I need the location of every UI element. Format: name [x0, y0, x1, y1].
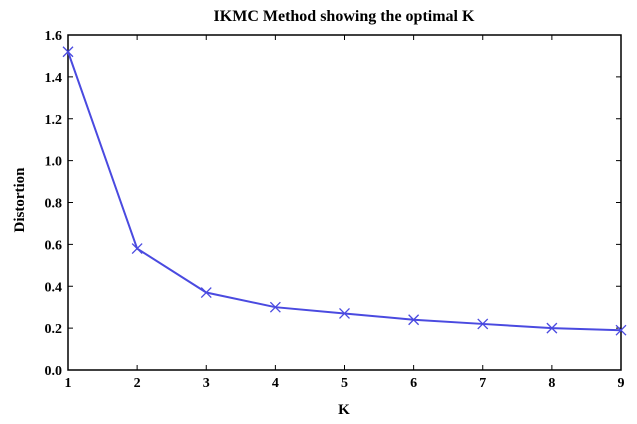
x-tick-label: 9 [618, 376, 625, 391]
x-axis-label: K [338, 402, 350, 418]
x-tick-label: 8 [548, 376, 555, 391]
data-point-x-marker [408, 314, 420, 326]
y-tick-label: 1.4 [45, 71, 63, 86]
x-tick-label: 2 [134, 376, 141, 391]
x-ticks: 1 2 3 4 5 6 7 8 9 [65, 35, 625, 391]
chart-title: IKMC Method showing the optimal K [214, 8, 475, 25]
y-tick-label: 0.4 [45, 280, 63, 295]
x-tick-label: 6 [410, 376, 417, 391]
data-point-x-marker [269, 301, 281, 313]
x-tick-label: 3 [203, 376, 210, 391]
plot-frame [67, 34, 622, 371]
data-point-x-marker [131, 243, 143, 255]
y-tick-label: 0.0 [45, 364, 63, 379]
series-layer [62, 46, 627, 336]
data-point-x-marker [477, 318, 489, 330]
y-ticks: 0.0 0.2 0.4 0.6 0.8 1.0 1.2 1.4 1.6 [45, 29, 621, 379]
y-tick-label: 0.2 [45, 322, 63, 337]
data-point-x-marker [62, 46, 74, 58]
x-tick-label: 5 [341, 376, 348, 391]
y-tick-label: 0.8 [45, 197, 63, 212]
x-tick-label: 1 [65, 376, 72, 391]
y-tick-label: 0.6 [45, 238, 63, 253]
data-point-x-marker [339, 308, 350, 319]
y-tick-label: 1.2 [45, 113, 63, 128]
y-tick-label: 1.6 [45, 29, 63, 44]
x-tick-label: 4 [272, 376, 279, 391]
y-tick-label: 1.0 [45, 155, 63, 170]
data-point-x-marker [615, 324, 627, 336]
series-line [67, 51, 622, 332]
x-tick-label: 7 [479, 376, 486, 391]
data-point-x-marker [546, 322, 558, 334]
data-point-x-marker [200, 287, 212, 298]
y-axis-label: Distortion [12, 167, 28, 233]
